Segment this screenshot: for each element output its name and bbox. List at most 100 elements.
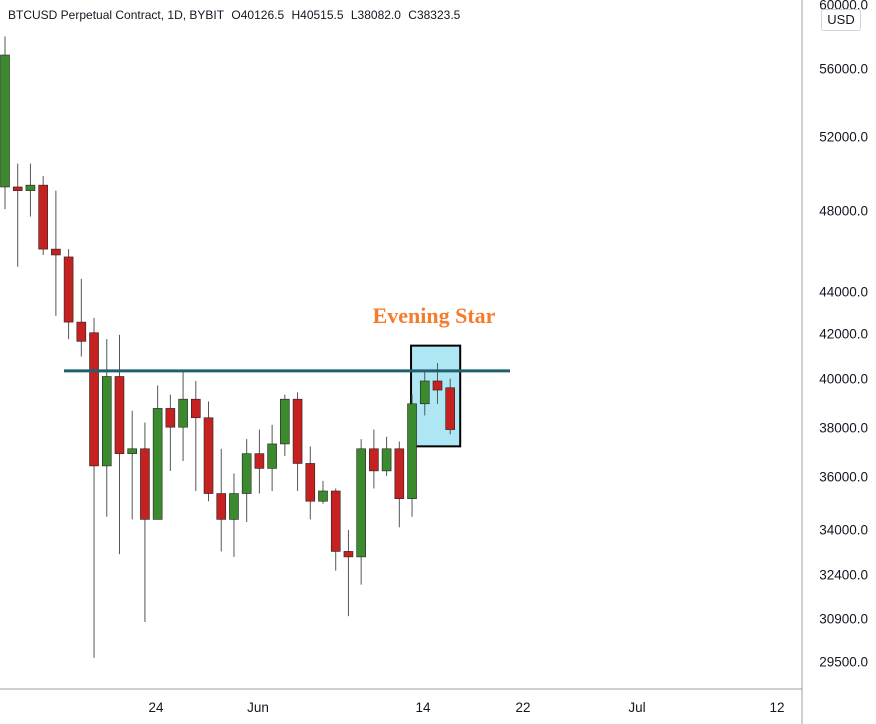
open-value: O40126.5: [231, 8, 285, 22]
candle-body: [267, 443, 277, 469]
candle-3[interactable]: [38, 176, 48, 255]
price-tick-label: 48000.0: [819, 204, 868, 219]
candle-32[interactable]: [407, 394, 417, 517]
candle-body: [203, 417, 214, 494]
price-tick-label: 32400.0: [819, 568, 868, 583]
candle-body: [318, 490, 328, 502]
candle-21[interactable]: [267, 424, 277, 491]
price-tick-label: 34000.0: [819, 523, 868, 538]
time-tick-label: 12: [769, 700, 784, 715]
candle-12[interactable]: [152, 385, 163, 520]
chart-header: BTCUSD Perpetual Contract, 1D, BYBIT O40…: [8, 8, 464, 22]
candle-body: [381, 448, 392, 472]
candle-body: [25, 184, 36, 191]
price-tick-label: 29500.0: [819, 655, 868, 670]
candle-16[interactable]: [203, 401, 214, 502]
candle-body: [216, 493, 227, 520]
candle-body: [356, 448, 366, 558]
candle-5[interactable]: [63, 249, 74, 340]
price-tick-label: 44000.0: [819, 285, 868, 300]
candle-body: [191, 398, 201, 419]
candles-group: [0, 36, 456, 658]
candle-14[interactable]: [178, 369, 188, 461]
candle-body: [229, 493, 239, 520]
candle-body: [0, 54, 10, 188]
low-value: L38082.0: [350, 8, 401, 22]
currency-badge[interactable]: USD: [821, 9, 861, 31]
candle-2[interactable]: [25, 163, 36, 217]
candle-body: [12, 186, 23, 191]
candle-35[interactable]: [445, 378, 456, 435]
candle-body: [369, 448, 379, 472]
candle-body: [89, 332, 99, 467]
candle-body: [343, 551, 354, 558]
candle-10[interactable]: [127, 410, 137, 520]
price-axis[interactable]: 60000.056000.052000.048000.044000.042000…: [819, 0, 868, 670]
candle-13[interactable]: [165, 394, 176, 471]
time-tick-label: 22: [515, 700, 530, 715]
candle-body: [254, 453, 265, 469]
candle-25[interactable]: [318, 480, 328, 504]
candle-24[interactable]: [305, 446, 316, 520]
price-tick-label: 30900.0: [819, 612, 868, 627]
candle-body: [241, 453, 252, 494]
time-tick-label: Jun: [247, 700, 269, 715]
candle-26[interactable]: [330, 488, 341, 571]
candle-body: [432, 380, 443, 391]
candle-body: [114, 376, 125, 454]
candle-1[interactable]: [12, 163, 23, 267]
candle-18[interactable]: [229, 473, 239, 557]
candle-body: [140, 448, 150, 520]
candle-22[interactable]: [280, 394, 290, 457]
candle-body: [127, 448, 137, 454]
price-tick-label: 40000.0: [819, 372, 868, 387]
candle-0[interactable]: [0, 36, 10, 210]
candle-body: [76, 321, 87, 342]
candle-11[interactable]: [140, 422, 150, 623]
candle-body: [280, 398, 290, 445]
candle-body: [101, 376, 112, 467]
close-value: C38323.5: [408, 8, 461, 22]
candle-body: [445, 387, 456, 430]
candle-4[interactable]: [51, 190, 61, 316]
candle-body: [51, 248, 61, 256]
high-value: H40515.5: [291, 8, 344, 22]
price-tick-label: 36000.0: [819, 470, 868, 485]
candle-body: [407, 403, 417, 499]
price-tick-label: 56000.0: [819, 62, 868, 77]
candle-body: [178, 398, 188, 428]
time-tick-label: Jul: [628, 700, 645, 715]
candle-28[interactable]: [356, 439, 366, 585]
candle-body: [165, 408, 176, 428]
candle-29[interactable]: [369, 429, 379, 489]
symbol-title: BTCUSD Perpetual Contract, 1D, BYBIT: [8, 8, 225, 22]
evening-star-label: Evening Star: [373, 303, 496, 328]
candle-17[interactable]: [216, 448, 227, 552]
candle-body: [292, 398, 303, 464]
price-tick-label: 42000.0: [819, 327, 868, 342]
candle-8[interactable]: [101, 339, 112, 517]
time-tick-label: 14: [415, 700, 431, 715]
candle-19[interactable]: [241, 439, 252, 523]
candle-body: [38, 184, 48, 250]
candle-15[interactable]: [191, 380, 201, 491]
price-tick-label: 52000.0: [819, 130, 868, 145]
candle-body: [419, 380, 430, 405]
candle-6[interactable]: [76, 278, 87, 357]
candle-body: [152, 408, 163, 520]
time-axis[interactable]: 24 Jun 14 22 Jul 12: [148, 700, 784, 715]
candle-body: [63, 256, 74, 323]
candle-20[interactable]: [254, 429, 265, 494]
candle-body: [394, 448, 405, 499]
candle-27[interactable]: [343, 529, 354, 617]
candle-33[interactable]: [419, 369, 430, 416]
candle-7[interactable]: [89, 317, 99, 658]
candle-31[interactable]: [394, 441, 405, 528]
time-tick-label: 24: [148, 700, 164, 715]
candle-23[interactable]: [292, 392, 303, 491]
price-tick-label: 38000.0: [819, 421, 868, 436]
candle-body: [305, 463, 316, 502]
candle-30[interactable]: [381, 436, 392, 476]
candle-body: [330, 490, 341, 552]
